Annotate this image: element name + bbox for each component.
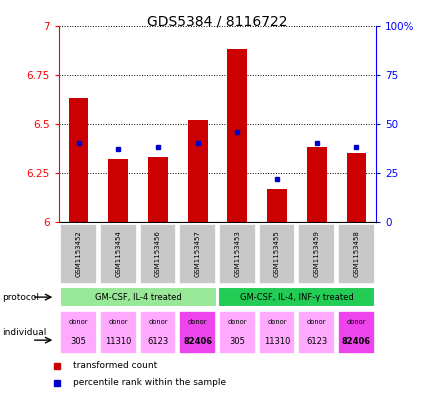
Bar	[100, 311, 136, 354]
Bar	[227, 49, 247, 222]
Bar	[298, 224, 334, 284]
Text: 11310: 11310	[263, 337, 289, 346]
Text: 305: 305	[70, 337, 86, 346]
Bar	[69, 98, 88, 222]
Bar	[298, 311, 334, 354]
Text: 11310: 11310	[105, 337, 131, 346]
Bar	[258, 224, 295, 284]
Text: GSM1153458: GSM1153458	[352, 230, 358, 277]
Bar	[219, 311, 255, 354]
Text: GSM1153452: GSM1153452	[76, 231, 82, 277]
Text: GSM1153454: GSM1153454	[115, 231, 121, 277]
Bar	[346, 153, 365, 222]
Text: donor: donor	[108, 319, 128, 325]
Text: donor: donor	[69, 319, 88, 325]
Text: donor: donor	[148, 319, 168, 325]
Text: transformed count: transformed count	[73, 362, 157, 371]
Text: percentile rank within the sample: percentile rank within the sample	[73, 378, 226, 387]
Text: GSM1153457: GSM1153457	[194, 230, 200, 277]
Bar	[219, 224, 255, 284]
Bar	[337, 311, 374, 354]
Bar	[306, 147, 326, 222]
Text: GM-CSF, IL-4, INF-γ treated: GM-CSF, IL-4, INF-γ treated	[240, 293, 353, 301]
Text: 82406: 82406	[183, 337, 212, 346]
Bar	[139, 311, 176, 354]
Text: donor: donor	[346, 319, 365, 325]
Bar	[258, 311, 295, 354]
Bar	[60, 224, 97, 284]
Bar	[337, 224, 374, 284]
Text: GSM1153455: GSM1153455	[273, 231, 279, 277]
Text: 6123: 6123	[147, 337, 168, 346]
Text: GSM1153459: GSM1153459	[313, 230, 319, 277]
Bar	[148, 157, 168, 222]
Bar	[218, 287, 375, 307]
Text: GSM1153453: GSM1153453	[234, 230, 240, 277]
Bar	[179, 224, 215, 284]
Bar	[60, 311, 97, 354]
Bar	[179, 311, 215, 354]
Bar	[100, 224, 136, 284]
Text: donor: donor	[306, 319, 326, 325]
Bar	[59, 287, 216, 307]
Text: GSM1153456: GSM1153456	[155, 230, 161, 277]
Text: 82406: 82406	[341, 337, 370, 346]
Text: GDS5384 / 8116722: GDS5384 / 8116722	[147, 15, 287, 29]
Text: donor: donor	[266, 319, 286, 325]
Bar	[108, 159, 128, 222]
Bar	[266, 189, 286, 222]
Text: donor: donor	[227, 319, 247, 325]
Bar	[139, 224, 176, 284]
Text: GM-CSF, IL-4 treated: GM-CSF, IL-4 treated	[95, 293, 181, 301]
Text: 305: 305	[229, 337, 245, 346]
Text: 6123: 6123	[306, 337, 327, 346]
Text: donor: donor	[187, 319, 207, 325]
Bar	[187, 120, 207, 222]
Text: protocol: protocol	[2, 293, 39, 301]
Text: individual: individual	[2, 328, 46, 337]
